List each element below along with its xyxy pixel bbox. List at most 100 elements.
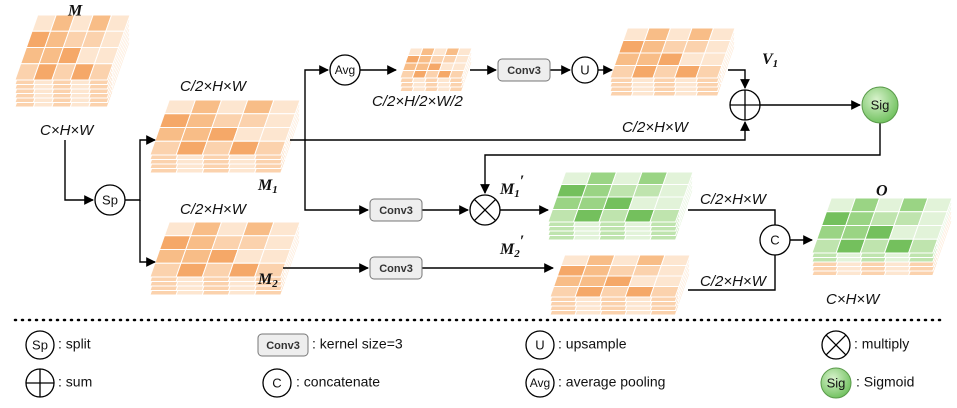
tensor-cell xyxy=(454,56,469,64)
tensor-cell xyxy=(548,210,578,223)
tensor-cell xyxy=(243,222,274,236)
tensor-cell xyxy=(633,266,662,277)
legend-text: : concatenate xyxy=(296,374,380,390)
tensor-cell xyxy=(654,197,684,210)
arrow xyxy=(140,200,155,262)
tensor-cell xyxy=(582,266,611,277)
tensor-cell xyxy=(611,255,640,266)
arrow xyxy=(65,140,93,200)
tensor-name: M2′ xyxy=(499,233,524,260)
arrow xyxy=(305,140,368,210)
tensor-cell xyxy=(661,255,690,266)
op-conv: Conv3 xyxy=(498,59,550,81)
tensor-cell xyxy=(164,222,195,236)
tensor-cell xyxy=(696,66,722,79)
legend-symbol-label: U xyxy=(535,337,544,352)
op-sum xyxy=(730,90,760,120)
op-label: Conv3 xyxy=(379,263,413,275)
tensor-dims: C/2×H×W xyxy=(700,273,768,290)
tensor-cell xyxy=(659,185,689,198)
tensor-cell xyxy=(709,28,735,41)
tensor-cell xyxy=(150,141,181,155)
tensor-cell xyxy=(207,250,238,264)
tensor-stack xyxy=(550,255,690,315)
name-sub: 1 xyxy=(773,58,779,70)
tensor-stack xyxy=(15,15,130,107)
tensor-stack xyxy=(150,100,300,173)
tensor-name: M1′ xyxy=(499,173,524,200)
op-up: U xyxy=(572,57,598,83)
tensor-cell xyxy=(202,263,233,277)
tensor-cell xyxy=(604,276,633,287)
tensor-cell xyxy=(638,172,668,185)
legend-symbol-label: C xyxy=(272,375,281,390)
tensor-cell xyxy=(449,71,464,79)
tensor-dims: C×H×W xyxy=(40,122,95,139)
tensor-cell xyxy=(579,276,608,287)
tensor-stack xyxy=(548,172,693,240)
tensor-cell xyxy=(554,276,583,287)
op-label: U xyxy=(580,62,589,77)
tensor-cell xyxy=(625,210,655,223)
name-sub: 1 xyxy=(272,184,278,196)
legend-text: : sum xyxy=(58,374,92,390)
tensor-cell xyxy=(918,212,947,226)
tensor-cell xyxy=(909,239,938,253)
tensor-cell xyxy=(233,128,264,142)
tensor-cell xyxy=(582,185,612,198)
tensor-stack xyxy=(400,48,472,92)
legend-symbol-label: Sig xyxy=(827,375,846,390)
tensor-cell xyxy=(561,172,591,185)
tensor-cell xyxy=(176,141,207,155)
tensor-cell xyxy=(269,222,300,236)
arrow xyxy=(688,210,775,225)
tensor-dims: C/2×H/2×W/2 xyxy=(372,93,464,110)
tensor-cell xyxy=(636,255,665,266)
tensor-cell xyxy=(600,287,629,298)
tensor-cell xyxy=(550,287,579,298)
tensor-cell xyxy=(452,63,467,71)
tensor-cell xyxy=(176,263,207,277)
op-label: Conv3 xyxy=(379,205,413,217)
tensor-cell xyxy=(608,185,638,198)
tensor-cell xyxy=(625,287,654,298)
tensor-cell xyxy=(603,197,633,210)
tensor-cell xyxy=(228,141,259,155)
arrow xyxy=(125,140,155,200)
tensor-cell xyxy=(155,128,186,142)
tensor-cell xyxy=(181,250,212,264)
name-prime: ′ xyxy=(520,173,525,190)
arrow xyxy=(728,70,745,88)
tensor-stack xyxy=(812,198,952,276)
op-label: Avg xyxy=(335,63,355,77)
tensor-dims: C/2×H×W xyxy=(700,191,768,208)
tensor-cell xyxy=(217,222,248,236)
tensor-cell xyxy=(243,100,274,114)
legend-text: : Sigmoid xyxy=(856,374,914,390)
tensor-dims: C×H×W xyxy=(826,291,881,308)
tensor-name: M xyxy=(67,3,83,20)
legend-text: : kernel size=3 xyxy=(312,336,403,352)
tensor-cell xyxy=(217,100,248,114)
tensor-cell xyxy=(578,197,608,210)
name-prime: ′ xyxy=(520,233,525,250)
tensor-cell xyxy=(186,236,217,250)
tensor-stacks xyxy=(15,15,952,315)
tensor-cell xyxy=(700,53,726,66)
tensor-cell xyxy=(259,250,290,264)
op-label: Conv3 xyxy=(507,65,541,77)
tensor-cell xyxy=(633,185,663,198)
name-base: M xyxy=(257,177,273,194)
tensor-cell xyxy=(164,100,195,114)
tensor-cell xyxy=(607,266,636,277)
tensor-cell xyxy=(191,100,222,114)
legend-symbol-label: Conv3 xyxy=(266,340,300,352)
legend-text: : split xyxy=(58,336,91,352)
tensor-cell xyxy=(586,255,615,266)
tensor-cell xyxy=(629,276,658,287)
tensor-cell xyxy=(259,128,290,142)
tensor-cell xyxy=(457,48,472,56)
op-conv: Conv3 xyxy=(370,257,422,279)
tensor-cell xyxy=(599,210,629,223)
tensor-stack xyxy=(610,28,735,96)
